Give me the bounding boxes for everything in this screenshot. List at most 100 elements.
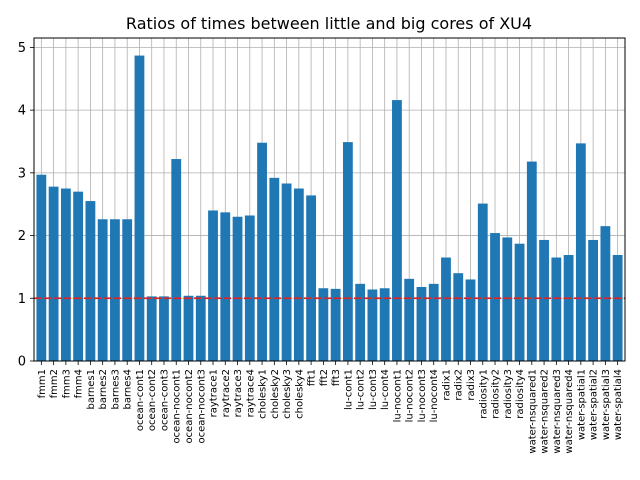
x-tick-label: lu-cont1: [343, 369, 354, 410]
x-axis: fmm1 fmm2 fmm3 fmm4 barnes1 barnes2 barnes3 bar…: [37, 361, 624, 454]
x-tick-label: water-nsquared4: [564, 369, 575, 454]
bar-water-spatial2: [588, 239, 599, 361]
chart-title: Ratios of times between little and big c…: [126, 14, 532, 33]
y-tick-label: 0: [18, 355, 26, 370]
bar-radiosity2: [490, 233, 500, 361]
y-tick-label: 1: [18, 292, 26, 307]
x-tick-label: radiosity4: [515, 369, 526, 419]
x-tick-label: raytrace2: [221, 369, 232, 417]
x-tick-label: radiosity2: [491, 369, 502, 419]
bar-lu-nocont2: [404, 278, 415, 361]
bar-water-spatial1: [575, 143, 586, 361]
bar-radix3: [465, 279, 476, 361]
bar-fmm4: [73, 191, 84, 361]
bar-lu-nocont3: [416, 286, 427, 361]
x-tick-label: water-nsquared1: [527, 369, 538, 454]
x-tick-label: radix1: [441, 369, 452, 401]
x-tick-label: lu-cont2: [356, 369, 367, 410]
x-tick-label: ocean-cont2: [147, 369, 158, 431]
bar-barnes1: [85, 201, 96, 361]
bar-water-spatial4: [612, 255, 623, 361]
x-tick-label: barnes1: [86, 369, 97, 409]
x-tick-label: raytrace3: [233, 369, 244, 417]
bar-raytrace4: [244, 215, 255, 361]
x-tick-label: lu-nocont3: [417, 369, 428, 422]
bar-fft2: [318, 288, 329, 361]
x-tick-label: radix3: [466, 369, 477, 401]
bar-lu-nocont1: [392, 100, 402, 362]
bar-raytrace3: [232, 216, 243, 361]
y-tick-label: 4: [18, 104, 26, 119]
bar-radix1: [441, 257, 451, 361]
x-tick-label: lu-cont4: [380, 369, 391, 410]
bar-ocean-nocont3: [195, 295, 206, 361]
bar-barnes3: [110, 219, 120, 361]
x-tick-label: fft1: [307, 369, 318, 386]
x-tick-label: fmm2: [49, 369, 60, 398]
bar-radiosity1: [477, 203, 488, 361]
bar-fmm3: [60, 188, 71, 361]
bar-fmm1: [36, 174, 47, 361]
bar-lu-cont2: [355, 283, 366, 361]
x-tick-label: cholesky2: [270, 369, 281, 419]
bar-fft1: [306, 195, 317, 361]
bar-cholesky3: [281, 183, 292, 361]
bar-cholesky1: [257, 142, 267, 361]
bar-lu-cont1: [342, 142, 353, 361]
y-axis: 0 1 2 3 4 5: [18, 41, 34, 370]
x-tick-label: ocean-cont3: [159, 369, 170, 431]
bar-lu-cont3: [367, 289, 378, 361]
x-tick-label: water-nsquared2: [540, 369, 551, 454]
x-tick-label: lu-cont3: [368, 369, 379, 410]
y-tick-label: 3: [18, 166, 26, 181]
x-tick-label: ocean-cont1: [135, 369, 146, 431]
x-tick-label: fmm3: [61, 369, 72, 398]
y-tick-label: 5: [18, 41, 26, 56]
bar-radix2: [453, 273, 464, 361]
x-tick-label: fmm1: [37, 369, 48, 398]
x-tick-label: radiosity1: [478, 369, 489, 419]
bar-barnes4: [122, 219, 133, 361]
x-tick-label: barnes4: [123, 369, 134, 409]
bar-fft3: [330, 288, 341, 361]
x-tick-label: lu-nocont1: [392, 369, 403, 422]
bar-lu-cont4: [379, 288, 390, 361]
x-tick-label: lu-nocont2: [405, 369, 416, 422]
x-tick-label: fft3: [331, 369, 342, 386]
bar-water-spatial3: [600, 226, 611, 361]
x-tick-label: raytrace4: [245, 369, 256, 417]
axes-frame: [33, 37, 626, 362]
x-tick-label: water-nsquared3: [552, 369, 563, 454]
bar-ocean-cont2: [146, 296, 157, 361]
bar-lu-nocont4: [428, 283, 439, 361]
bar-series: [36, 55, 623, 362]
x-tick-label: cholesky1: [258, 369, 269, 419]
x-tick-label: barnes2: [98, 369, 109, 409]
x-tick-label: ocean-nocont2: [184, 369, 195, 444]
x-tick-label: cholesky3: [282, 369, 293, 419]
bar-ocean-nocont1: [171, 159, 182, 361]
bar-water-nsquared3: [551, 257, 562, 361]
x-tick-label: lu-nocont4: [429, 369, 440, 422]
bar-radiosity4: [514, 243, 525, 361]
bar-cholesky4: [293, 188, 304, 361]
y-tick-label: 2: [18, 229, 26, 244]
bar-ocean-cont3: [159, 296, 169, 361]
x-tick-label: water-spatial1: [576, 369, 587, 440]
bar-raytrace1: [208, 210, 218, 361]
x-tick-label: water-spatial3: [601, 369, 612, 440]
bar-raytrace2: [220, 212, 231, 361]
x-tick-label: fmm4: [74, 369, 85, 398]
x-tick-label: raytrace1: [209, 369, 220, 417]
x-tick-label: barnes3: [110, 369, 121, 409]
bar-water-nsquared4: [563, 255, 574, 361]
bar-ocean-nocont2: [183, 295, 194, 361]
bar-water-nsquared2: [539, 239, 549, 361]
bar-fmm2: [48, 186, 59, 361]
x-tick-label: fft2: [319, 369, 330, 386]
x-tick-label: water-spatial4: [613, 369, 624, 440]
bar-ocean-cont1: [134, 55, 145, 362]
x-tick-label: ocean-nocont1: [172, 369, 183, 444]
x-tick-label: radix2: [454, 369, 465, 401]
